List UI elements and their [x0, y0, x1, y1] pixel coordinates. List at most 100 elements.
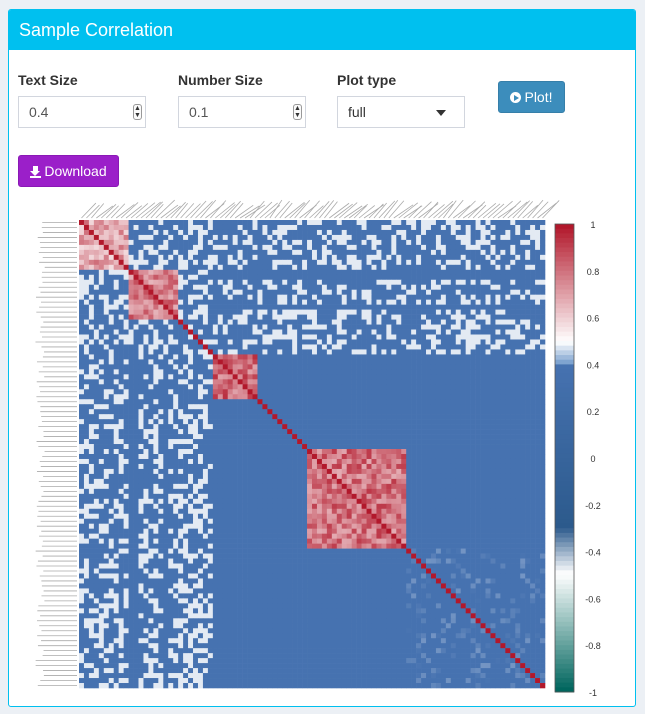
heatmap-cell: [138, 269, 144, 276]
heatmap-cell: [356, 279, 362, 286]
heatmap-cell: [242, 414, 248, 420]
heatmap-cell: [540, 324, 546, 330]
heatmap-cell: [257, 409, 263, 415]
heatmap-cell: [163, 359, 169, 365]
heatmap-cell: [113, 379, 119, 385]
heatmap-cell: [93, 414, 100, 420]
heatmap-cell: [440, 379, 447, 385]
heatmap-cell: [312, 374, 318, 380]
heatmap-cell: [163, 364, 169, 370]
heatmap-cell: [262, 374, 268, 380]
heatmap-cell: [440, 304, 447, 310]
heatmap-cell: [485, 289, 491, 295]
heatmap-cell: [197, 224, 204, 231]
spinner-arrows-icon[interactable]: ▲ ▼: [133, 104, 142, 120]
heatmap-cell: [282, 409, 288, 415]
heatmap-cell: [307, 339, 313, 345]
heatmap-cell: [252, 424, 258, 430]
heatmap-cell: [341, 309, 347, 315]
heatmap-cell: [455, 239, 462, 246]
heatmap-cell: [262, 394, 268, 400]
heatmap-cell: [297, 419, 303, 425]
heatmap-cell: [440, 229, 447, 236]
heatmap-cell: [490, 409, 496, 415]
heatmap-cell: [292, 404, 298, 410]
plot-type-field: Plot type full: [337, 70, 465, 128]
heatmap-cell: [93, 254, 100, 261]
heatmap-cell: [143, 254, 149, 261]
heatmap-cell: [133, 434, 139, 440]
heatmap-cell: [123, 284, 129, 290]
plot-button[interactable]: Plot!: [498, 81, 565, 113]
heatmap-cell: [103, 354, 110, 360]
download-button[interactable]: Download: [18, 155, 119, 187]
text-size-input[interactable]: 0.4 ▲ ▼: [18, 96, 146, 128]
heatmap-cell: [346, 389, 352, 395]
heatmap-cell: [123, 369, 129, 375]
heatmap-cell: [450, 429, 457, 435]
heatmap-cell: [490, 344, 496, 350]
heatmap-cell: [336, 434, 343, 440]
heatmap-cell: [232, 314, 238, 320]
heatmap-cell: [525, 334, 531, 340]
heatmap-cell: [133, 444, 139, 450]
heatmap-cell: [297, 220, 303, 226]
heatmap-cell: [188, 224, 194, 231]
heatmap-cell: [406, 319, 412, 325]
heatmap-cell: [331, 389, 338, 395]
heatmap-cell: [490, 359, 496, 365]
heatmap-cell: [326, 384, 333, 390]
heatmap-cell: [188, 274, 194, 281]
heatmap-cell: [510, 394, 516, 400]
heatmap-cell: [490, 249, 496, 256]
heatmap-cell: [525, 369, 531, 375]
spinner-arrows-icon[interactable]: ▲ ▼: [293, 104, 302, 120]
col-tick-label: [443, 200, 457, 219]
heatmap-cell: [386, 424, 392, 430]
heatmap-cell: [530, 314, 536, 320]
heatmap-cell: [440, 434, 447, 440]
plot-type-select[interactable]: full: [337, 96, 465, 128]
heatmap-cell: [287, 234, 293, 241]
heatmap-cell: [207, 364, 214, 370]
heatmap-cell: [515, 229, 521, 236]
heatmap-cell: [79, 463, 85, 470]
heatmap-cell: [292, 314, 298, 320]
heatmap-cell: [430, 463, 437, 470]
heatmap-cell: [227, 349, 233, 355]
heatmap-cell: [168, 449, 174, 455]
heatmap-cell: [143, 220, 149, 226]
number-size-label: Number Size: [178, 72, 263, 88]
heatmap-cell: [93, 449, 100, 455]
heatmap-cell: [391, 399, 397, 405]
heatmap-cell: [277, 414, 283, 420]
heatmap-cell: [188, 463, 194, 470]
heatmap-cell: [490, 259, 496, 266]
heatmap-cell: [212, 339, 219, 345]
heatmap-cell: [381, 259, 387, 266]
heatmap-cell: [193, 294, 199, 300]
heatmap-cell: [426, 468, 432, 475]
heatmap-cell: [440, 404, 447, 410]
heatmap-cell: [411, 259, 417, 266]
heatmap-cell: [217, 414, 224, 420]
heatmap-cell: [386, 289, 392, 295]
heatmap-cell: [173, 369, 179, 375]
heatmap-cell: [326, 259, 333, 266]
number-size-input[interactable]: 0.1 ▲ ▼: [178, 96, 306, 128]
heatmap-cell: [168, 299, 174, 305]
heatmap-cell: [475, 458, 481, 465]
heatmap-cell: [401, 364, 407, 370]
heatmap-cell: [292, 409, 298, 415]
heatmap-cell: [148, 439, 154, 445]
heatmap-cell: [272, 369, 278, 375]
heatmap-cell: [411, 399, 417, 405]
heatmap-cell: [455, 234, 462, 241]
heatmap-cell: [103, 314, 110, 320]
heatmap-cell: [153, 224, 159, 231]
heatmap-cell: [540, 284, 546, 290]
col-tick-label: [81, 202, 97, 219]
heatmap-cell: [79, 294, 85, 300]
heatmap-cell: [515, 458, 521, 465]
heatmap-cell: [207, 249, 214, 256]
